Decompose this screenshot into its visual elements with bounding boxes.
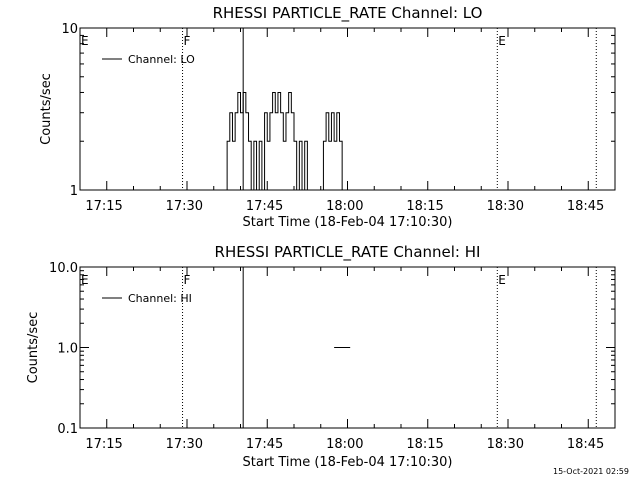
x-tick-label: 18:15: [406, 437, 443, 452]
x-tick-label: 18:45: [567, 199, 604, 214]
x-tick-label: 18:30: [487, 437, 524, 452]
chart-panel-1: RHESSI PARTICLE_RATE Channel: LO 10 1 Count…: [39, 4, 616, 230]
y-tick-label: 1: [70, 184, 78, 199]
marker-label: F: [184, 34, 191, 48]
x-tick-label: 18:00: [326, 437, 363, 452]
footer-stamp: 15-Oct-2021 02:59: [553, 467, 629, 476]
legend-label: Channel: HI: [128, 292, 192, 305]
chart-title: RHESSI PARTICLE_RATE Channel: HI: [215, 243, 481, 262]
x-tick-label: 17:30: [166, 437, 203, 452]
marker-label: F: [184, 273, 191, 287]
x-tick-label: 17:45: [246, 437, 283, 452]
y-axis-label: Counts/sec: [26, 312, 41, 384]
marker-label: E: [498, 273, 506, 287]
marker-label: E: [81, 273, 89, 287]
x-tick-label: 17:15: [85, 199, 122, 214]
y-axis-label: Counts/sec: [39, 73, 54, 145]
marker-label: E: [498, 34, 506, 48]
x-tick-label: 18:15: [406, 199, 443, 214]
x-axis-label: Start Time (18-Feb-04 17:10:30): [243, 455, 453, 470]
legend-label: Channel: LO: [128, 53, 195, 66]
x-tick-label: 17:45: [246, 199, 283, 214]
x-tick-label: 17:30: [166, 199, 203, 214]
x-tick-label: 18:45: [567, 437, 604, 452]
y-tick-label: 10: [61, 22, 78, 37]
y-tick-label: 10.0: [49, 261, 78, 276]
chart-title: RHESSI PARTICLE_RATE Channel: LO: [213, 4, 483, 23]
series-line: [221, 91, 351, 191]
chart-panel-2: RHESSI PARTICLE_RATE Channel: HI 10.0 1.0 0…: [26, 243, 616, 470]
y-tick-label: 0.1: [57, 422, 78, 437]
x-tick-label: 17:15: [85, 437, 122, 452]
x-tick-label: 18:00: [326, 199, 363, 214]
y-tick-label: 1.0: [57, 342, 78, 357]
marker-label: E: [81, 34, 89, 48]
x-tick-label: 18:30: [487, 199, 524, 214]
x-axis-label: Start Time (18-Feb-04 17:10:30): [243, 215, 453, 230]
